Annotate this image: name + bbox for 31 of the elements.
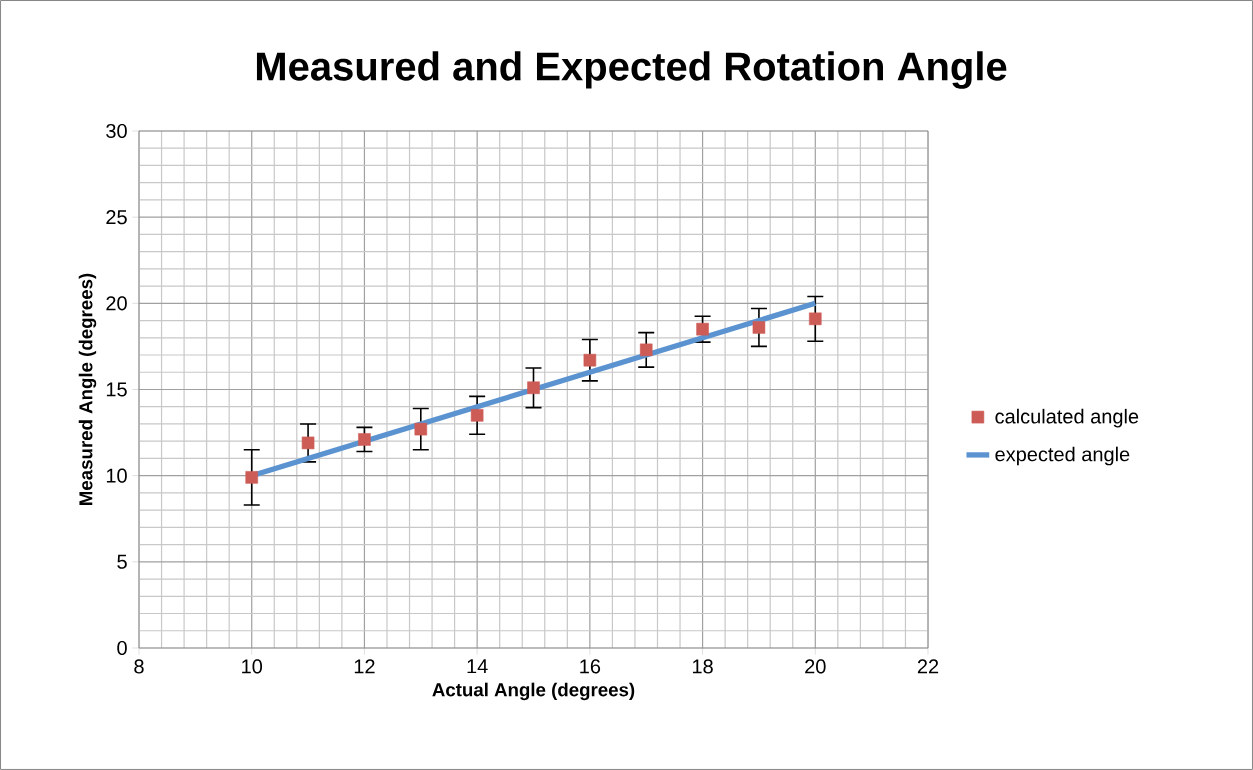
point <box>414 422 428 436</box>
point <box>809 312 822 326</box>
x-tick-label: 16 <box>580 659 601 674</box>
x-tick-label: 20 <box>805 659 826 674</box>
y-tick-label: 5 <box>117 554 127 569</box>
y-tick-label: 10 <box>106 468 127 483</box>
y-tick-label: 0 <box>117 640 127 656</box>
point <box>470 409 484 422</box>
x-tick-label: 8 <box>134 659 144 674</box>
legend-label: expected angle <box>995 446 1130 466</box>
x-tick-label: 12 <box>354 659 375 674</box>
point <box>301 436 315 450</box>
point <box>696 322 709 336</box>
x-tick-label: 14 <box>467 659 488 674</box>
y-tick-label: 15 <box>106 382 127 397</box>
x-axis-title: Actual Angle (degrees) <box>432 682 635 701</box>
x-tick-label: 18 <box>692 659 713 674</box>
y-tick-label: 20 <box>106 296 127 311</box>
y-tick-label: 25 <box>106 210 127 225</box>
x-tick-label: 22 <box>917 659 939 674</box>
point <box>583 353 597 367</box>
x-tick-label: 10 <box>242 659 263 674</box>
legend-label: calculated angle <box>995 408 1139 428</box>
point <box>639 343 653 357</box>
point <box>527 381 540 395</box>
point <box>245 471 258 484</box>
chart-title: Measured and Expected Rotation Angle <box>256 51 1007 89</box>
point <box>752 321 766 334</box>
y-tick-label: 30 <box>106 123 127 139</box>
point <box>358 433 371 446</box>
y-axis-title: Measured Angle (degrees) <box>78 273 97 505</box>
